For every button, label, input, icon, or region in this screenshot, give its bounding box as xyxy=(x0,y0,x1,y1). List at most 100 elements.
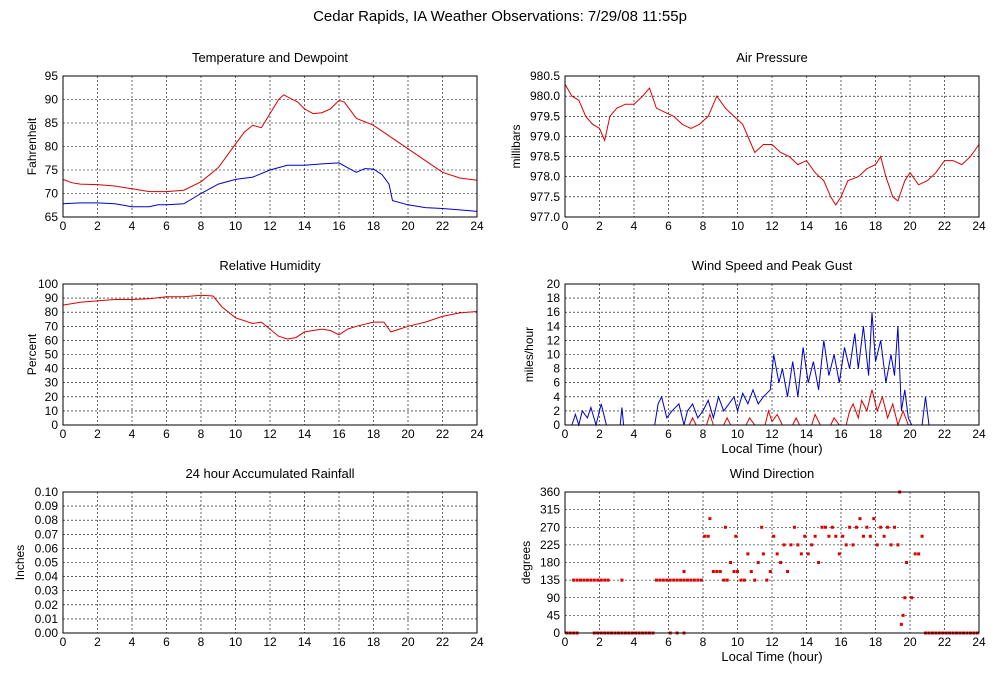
scatter-point xyxy=(779,561,783,564)
scatter-point xyxy=(620,578,624,582)
rain-x-tick-label: 18 xyxy=(367,635,381,649)
scatter-point xyxy=(708,517,712,521)
scatter-point xyxy=(768,570,772,574)
scatter-point xyxy=(599,578,603,582)
scatter-point xyxy=(658,578,662,582)
humidity-y-tick-label: 50 xyxy=(45,348,59,362)
scatter-point xyxy=(830,525,834,529)
scatter-point xyxy=(844,543,848,547)
rain-y-tick-label: 0.10 xyxy=(35,485,59,499)
wind-series-line-0 xyxy=(565,312,930,427)
temp-y-tick-label: 70 xyxy=(45,187,59,201)
scatter-point xyxy=(692,578,696,582)
pressure-x-tick-label: 20 xyxy=(903,219,917,233)
scatter-point xyxy=(861,534,865,538)
scatter-point xyxy=(675,578,679,582)
scatter-point xyxy=(875,543,879,547)
humidity-grid xyxy=(62,283,478,426)
wind-x-tick-label: 0 xyxy=(562,427,569,441)
pressure-x-tick-label: 0 xyxy=(562,219,569,233)
rain-y-axis-label: Inches xyxy=(13,545,27,580)
pressure-y-tick-label: 977.5 xyxy=(530,190,560,204)
scatter-point xyxy=(736,570,739,574)
humidity-x-tick-label: 10 xyxy=(229,427,243,441)
scatter-point xyxy=(603,578,607,582)
scatter-point xyxy=(817,561,821,564)
winddir-x-tick-label: 24 xyxy=(972,635,986,649)
scatter-point xyxy=(841,534,845,538)
humidity-x-tick-label: 22 xyxy=(436,427,450,441)
scatter-point xyxy=(749,570,753,574)
scatter-point xyxy=(723,525,727,529)
scatter-point xyxy=(913,552,917,556)
scatter-point xyxy=(722,578,726,582)
winddir-x-tick-label: 18 xyxy=(869,635,883,649)
scatter-point xyxy=(703,534,707,538)
pressure-x-tick-label: 24 xyxy=(972,219,986,233)
temp-x-tick-label: 2 xyxy=(94,219,101,233)
scatter-point xyxy=(872,517,876,521)
humidity-x-tick-label: 20 xyxy=(401,427,415,441)
scatter-point xyxy=(901,613,905,617)
humidity-plot-frame xyxy=(62,283,478,426)
temp-x-tick-label: 6 xyxy=(163,219,170,233)
temp-series-line-0 xyxy=(62,94,478,193)
rain-y-tick-label: 0.03 xyxy=(35,584,59,598)
scatter-point xyxy=(855,525,859,529)
wind-x-tick-label: 16 xyxy=(834,427,848,441)
pressure-y-tick-label: 977.0 xyxy=(530,210,560,224)
scatter-point xyxy=(765,578,769,582)
pressure-x-tick-label: 18 xyxy=(869,219,883,233)
scatter-point xyxy=(668,578,672,582)
rain-x-tick-label: 20 xyxy=(401,635,415,649)
wind-x-tick-label: 14 xyxy=(800,427,814,441)
scatter-point xyxy=(799,552,803,556)
scatter-point xyxy=(696,578,700,582)
rain-x-tick-label: 10 xyxy=(229,635,243,649)
wind-y-tick-label: 16 xyxy=(547,305,561,319)
scatter-point xyxy=(699,578,703,582)
winddir-x-tick-label: 20 xyxy=(903,635,917,649)
scatter-point xyxy=(792,525,796,529)
winddir-y-tick-label: 225 xyxy=(540,538,560,552)
pressure-x-tick-label: 4 xyxy=(631,219,638,233)
rain-x-tick-label: 14 xyxy=(298,635,312,649)
scatter-point xyxy=(903,596,907,600)
scatter-point xyxy=(834,534,838,538)
scatter-point xyxy=(775,552,779,556)
scatter-point xyxy=(715,570,719,574)
scatter-point xyxy=(672,578,676,582)
temp-x-tick-label: 0 xyxy=(60,219,67,233)
humidity-y-axis-label: Percent xyxy=(25,333,39,375)
scatter-point xyxy=(772,534,776,538)
scatter-point xyxy=(848,525,852,529)
humidity-x-tick-label: 2 xyxy=(94,427,101,441)
wind-y-tick-label: 10 xyxy=(547,348,561,362)
scatter-point xyxy=(589,578,593,582)
temp-y-tick-label: 80 xyxy=(45,140,59,154)
scatter-point xyxy=(661,578,665,582)
scatter-point xyxy=(572,578,576,582)
pressure-x-tick-label: 8 xyxy=(700,219,707,233)
winddir-grid xyxy=(564,491,980,634)
humidity-x-tick-label: 14 xyxy=(298,427,312,441)
winddir-x-tick-label: 12 xyxy=(765,635,779,649)
pressure-x-tick-label: 22 xyxy=(938,219,952,233)
rain-title: 24 hour Accumulated Rainfall xyxy=(185,466,354,481)
rain-x-tick-label: 22 xyxy=(436,635,450,649)
wind-y-axis-label: miles/hour xyxy=(522,327,536,382)
temp-x-tick-label: 16 xyxy=(332,219,346,233)
scatter-point xyxy=(654,578,658,582)
scatter-point xyxy=(786,570,790,574)
temp-x-tick-label: 4 xyxy=(129,219,136,233)
scatter-point xyxy=(606,578,610,582)
pressure-y-tick-label: 979.5 xyxy=(530,109,560,123)
winddir-x-tick-label: 10 xyxy=(731,635,745,649)
wind-x-tick-label: 2 xyxy=(596,427,603,441)
scatter-point xyxy=(827,534,831,538)
rain-y-tick-label: 0.09 xyxy=(35,499,59,513)
scatter-point xyxy=(899,622,903,626)
humidity-y-tick-label: 20 xyxy=(45,390,59,404)
pressure-plot-frame xyxy=(564,75,980,218)
